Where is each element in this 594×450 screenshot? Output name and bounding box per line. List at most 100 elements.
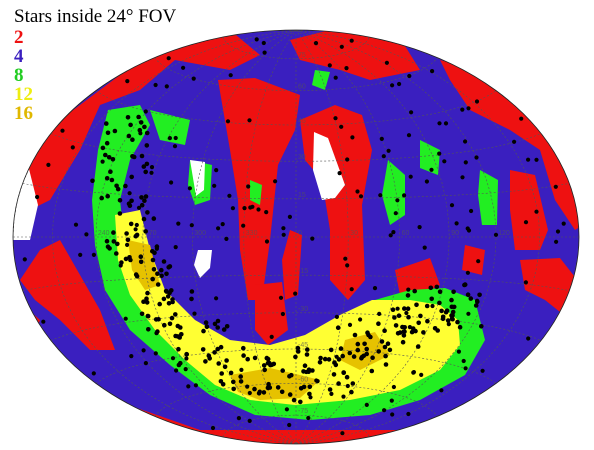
star-point bbox=[465, 292, 471, 298]
star-point bbox=[347, 350, 353, 356]
star-point bbox=[313, 41, 319, 46]
star-point bbox=[262, 367, 268, 373]
star-point bbox=[161, 296, 167, 302]
star-point bbox=[355, 341, 361, 347]
star-point bbox=[159, 267, 164, 273]
star-point bbox=[129, 198, 134, 204]
star-point bbox=[115, 241, 120, 247]
star-point bbox=[134, 222, 139, 228]
star-point bbox=[278, 295, 284, 300]
star-point bbox=[125, 237, 131, 243]
star-point bbox=[333, 362, 339, 368]
star-point bbox=[267, 385, 273, 390]
star-point bbox=[230, 206, 235, 211]
star-point bbox=[473, 303, 479, 308]
star-point bbox=[287, 214, 292, 219]
legend-item-4: 4 bbox=[14, 46, 24, 67]
star-point bbox=[405, 306, 411, 312]
star-point bbox=[334, 314, 339, 319]
star-point bbox=[119, 260, 124, 265]
star-point bbox=[245, 384, 250, 389]
graticule-label: 240 bbox=[98, 230, 110, 237]
star-point bbox=[454, 221, 459, 226]
star-point bbox=[215, 325, 220, 330]
star-point bbox=[384, 60, 389, 65]
star-point bbox=[164, 271, 169, 277]
star-point bbox=[224, 358, 229, 363]
star-point bbox=[35, 194, 40, 200]
star-point bbox=[424, 179, 429, 184]
star-point bbox=[364, 351, 370, 357]
star-point bbox=[301, 369, 306, 374]
graticule-label: 300 bbox=[194, 230, 206, 237]
star-point bbox=[307, 384, 313, 390]
star-point bbox=[155, 282, 161, 287]
star-point bbox=[204, 324, 210, 330]
star-point bbox=[128, 221, 134, 227]
star-point bbox=[91, 371, 96, 376]
star-point bbox=[393, 323, 399, 328]
star-point bbox=[156, 317, 161, 322]
star-point bbox=[46, 162, 51, 167]
star-point bbox=[388, 233, 393, 238]
star-point bbox=[442, 159, 447, 164]
star-point bbox=[428, 285, 434, 291]
star-point bbox=[105, 130, 111, 136]
star-point bbox=[149, 170, 154, 175]
star-point bbox=[351, 354, 357, 359]
star-point bbox=[392, 315, 397, 320]
star-point bbox=[534, 209, 539, 214]
star-point bbox=[275, 385, 281, 390]
star-point bbox=[463, 160, 468, 165]
star-point bbox=[216, 361, 221, 366]
star-point bbox=[203, 359, 208, 364]
star-point bbox=[265, 360, 271, 366]
star-point bbox=[421, 330, 426, 335]
star-point bbox=[449, 304, 455, 310]
star-point bbox=[417, 225, 422, 230]
star-point bbox=[457, 324, 463, 330]
star-point bbox=[231, 386, 236, 392]
star-point bbox=[125, 242, 130, 247]
star-point bbox=[350, 381, 356, 386]
star-point bbox=[310, 368, 315, 373]
star-point bbox=[22, 257, 27, 262]
star-point bbox=[162, 322, 167, 328]
legend-item-8: 8 bbox=[14, 65, 24, 86]
star-point bbox=[379, 136, 384, 141]
star-point bbox=[364, 346, 370, 352]
graticule-label: 60 bbox=[402, 230, 410, 237]
star-point bbox=[145, 313, 151, 319]
star-point bbox=[247, 118, 252, 123]
star-point bbox=[400, 324, 405, 330]
star-point bbox=[142, 198, 147, 203]
star-point bbox=[469, 208, 474, 214]
star-point bbox=[193, 383, 198, 388]
star-point bbox=[247, 418, 252, 423]
star-point bbox=[178, 360, 183, 366]
star-point bbox=[153, 351, 158, 356]
star-point bbox=[345, 383, 350, 389]
star-point bbox=[317, 360, 323, 365]
star-point bbox=[123, 183, 128, 189]
star-point bbox=[322, 356, 328, 362]
star-point bbox=[245, 356, 250, 362]
star-point bbox=[109, 177, 115, 183]
star-point bbox=[466, 106, 471, 111]
star-point bbox=[395, 331, 401, 336]
star-point bbox=[123, 256, 129, 262]
star-point bbox=[129, 354, 134, 359]
star-point bbox=[136, 114, 141, 120]
star-point bbox=[192, 311, 197, 316]
star-point bbox=[298, 399, 303, 405]
graticule-label: 45 bbox=[298, 118, 306, 125]
star-point bbox=[327, 387, 333, 392]
star-point bbox=[250, 204, 255, 209]
parallel-line bbox=[222, 36, 370, 60]
star-point bbox=[127, 254, 132, 260]
star-point bbox=[228, 370, 234, 376]
star-point bbox=[212, 321, 218, 327]
star-point bbox=[173, 312, 178, 317]
star-point bbox=[331, 372, 337, 377]
